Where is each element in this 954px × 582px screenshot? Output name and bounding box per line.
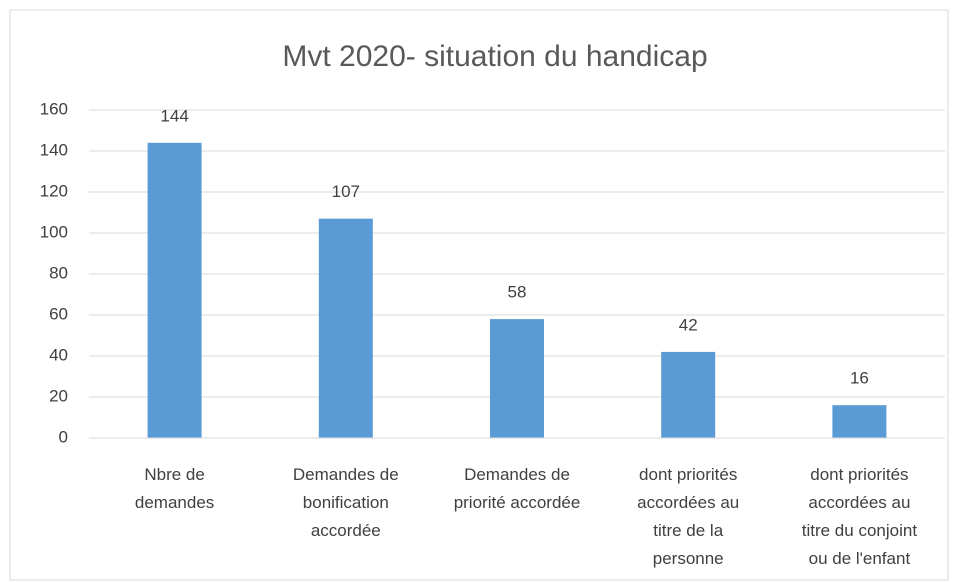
x-tick-label-line: bonification bbox=[303, 493, 389, 512]
data-label: 107 bbox=[332, 182, 360, 201]
data-label: 16 bbox=[850, 369, 869, 388]
chart-title: Mvt 2020- situation du handicap bbox=[282, 40, 707, 73]
bar bbox=[661, 351, 716, 438]
data-label: 42 bbox=[679, 315, 698, 334]
x-tick-label-line: demandes bbox=[135, 493, 214, 512]
x-tick-label: Demandes de bonification accordée bbox=[293, 465, 399, 540]
x-tick-label: dont priorités accordées au titre de la per… bbox=[637, 465, 739, 568]
y-tick-label: 80 bbox=[49, 263, 68, 282]
x-tick-label-line: Demandes de bbox=[293, 465, 399, 484]
y-tick-label: 100 bbox=[40, 222, 68, 241]
data-label: 58 bbox=[508, 283, 527, 302]
x-tick-label-line: titre du conjoint bbox=[802, 521, 918, 540]
x-tick-label: dont priorités accordées au titre du conjo… bbox=[802, 465, 918, 568]
x-tick-label-line: ou de l'enfant bbox=[809, 549, 911, 568]
bar bbox=[147, 142, 202, 439]
x-tick-label-line: Demandes de bbox=[464, 465, 570, 484]
bar bbox=[832, 405, 887, 438]
data-label: 144 bbox=[160, 106, 188, 125]
y-tick-label: 0 bbox=[59, 427, 68, 446]
bar bbox=[318, 218, 373, 438]
y-tick-label: 120 bbox=[40, 181, 68, 200]
x-tick-label-line: titre de la bbox=[653, 521, 723, 540]
y-tick-label: 160 bbox=[40, 99, 68, 118]
x-tick-label-line: accordées au bbox=[808, 493, 910, 512]
x-tick-label-line: priorité accordée bbox=[454, 493, 581, 512]
y-tick-label: 140 bbox=[40, 140, 68, 159]
x-tick-label-line: dont priorités bbox=[810, 465, 908, 484]
x-tick-label-line: dont priorités bbox=[639, 465, 737, 484]
x-tick-label: Demandes de priorité accordée bbox=[454, 465, 581, 512]
x-tick-label-line: Nbre de bbox=[144, 465, 204, 484]
bar bbox=[490, 319, 544, 438]
y-tick-label: 20 bbox=[49, 386, 68, 405]
x-tick-label-line: personne bbox=[653, 549, 724, 568]
x-tick-label: Nbre de demandes bbox=[135, 465, 214, 512]
x-tick-label-line: accordée bbox=[311, 521, 381, 540]
x-tick-label-line: accordées au bbox=[637, 493, 739, 512]
y-tick-label: 40 bbox=[49, 345, 68, 364]
y-tick-label: 60 bbox=[49, 304, 68, 323]
